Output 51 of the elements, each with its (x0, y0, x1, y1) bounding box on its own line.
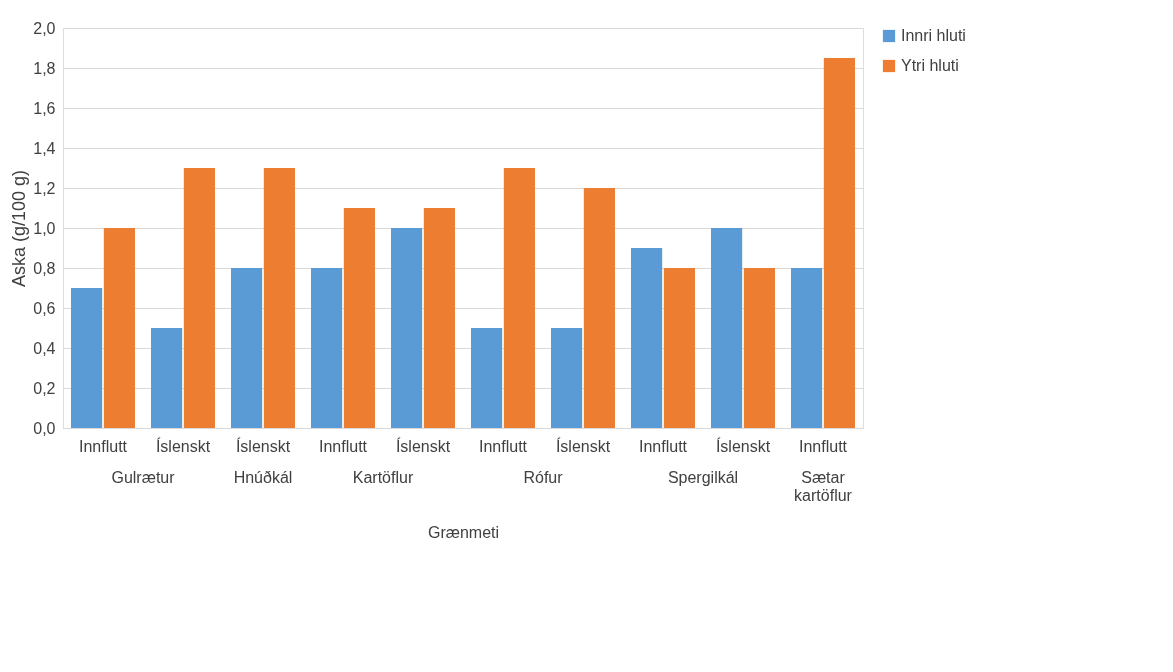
y-tick-label: 0,0 (33, 419, 56, 437)
bar (791, 268, 823, 428)
bar (183, 168, 215, 428)
x-tick-label: Íslenskt (715, 436, 771, 455)
bar (423, 208, 455, 428)
y-tick-label: 0,4 (33, 339, 56, 357)
y-tick-label: 1,2 (33, 179, 56, 197)
x-axis-title: Grænmeti (427, 523, 500, 541)
bar (151, 328, 183, 428)
bar (343, 208, 375, 428)
text: Gulrætur (111, 469, 176, 486)
bar (503, 168, 535, 428)
x-tick-label: Íslenskt (555, 436, 611, 455)
y-tick-label: 0,8 (33, 259, 56, 277)
y-tick-label: 1,4 (33, 139, 56, 157)
text: Sætar kartöflur (794, 469, 853, 504)
x-tick-label: Innflutt (478, 437, 528, 455)
legend-label: Innri hluti (901, 27, 966, 44)
bar (663, 268, 695, 428)
y-tick-label: 2,0 (33, 19, 56, 37)
x-tick-label: Innflutt (638, 437, 688, 455)
x-tick-label: Íslenskt (155, 436, 211, 455)
bar (471, 328, 503, 428)
text: Rófur (523, 469, 564, 486)
x-tick-label: Íslenskt (235, 436, 291, 455)
x-tick-label: Innflutt (798, 437, 848, 455)
bar (583, 188, 615, 428)
x-tick-label: Innflutt (318, 437, 368, 455)
bar (103, 228, 135, 428)
bar (263, 168, 295, 428)
y-tick-label: 0,2 (33, 379, 56, 397)
y-tick-label: 1,8 (33, 59, 56, 77)
y-tick-label: 1,0 (33, 219, 56, 237)
legend-label: Ytri hluti (901, 57, 959, 74)
x-tick-label: Íslenskt (395, 436, 451, 455)
bar (743, 268, 775, 428)
bar (551, 328, 583, 428)
text: Hnúðkál (233, 469, 293, 486)
bar (711, 228, 743, 428)
text: Kartöflur (352, 469, 414, 486)
bar (311, 268, 343, 428)
x-tick-label: Innflutt (78, 437, 128, 455)
bar (631, 248, 663, 428)
text: Spergilkál (667, 469, 739, 486)
y-axis-title: Aska (g/100 g) (9, 169, 30, 288)
y-tick-label: 1,6 (33, 99, 56, 117)
bar (823, 58, 855, 428)
bar (231, 268, 263, 428)
y-tick-label: 0,6 (33, 299, 56, 317)
bar (71, 288, 103, 428)
bar (391, 228, 423, 428)
